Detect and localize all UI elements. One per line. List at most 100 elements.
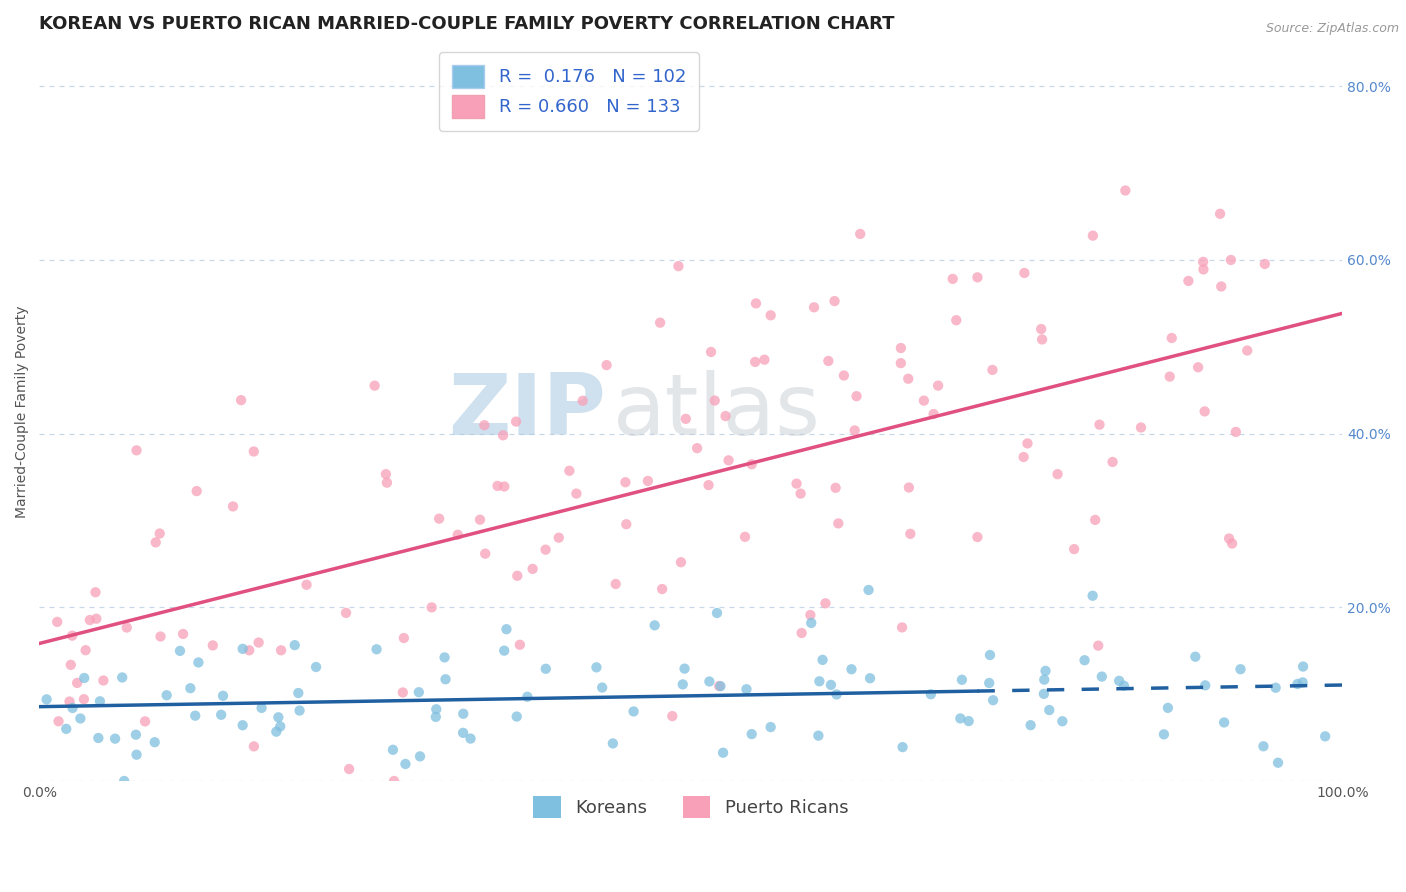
Point <box>1157 701 1180 715</box>
Point <box>35 692 58 706</box>
Point <box>73 671 96 685</box>
Point <box>516 690 538 704</box>
Point <box>734 530 756 544</box>
Point <box>1091 670 1114 684</box>
Point <box>125 747 148 762</box>
Point <box>1130 420 1153 434</box>
Point <box>145 535 167 549</box>
Point <box>741 727 763 741</box>
Point <box>534 542 557 557</box>
Point <box>832 368 855 383</box>
Point <box>270 643 292 657</box>
Point <box>845 389 868 403</box>
Point <box>381 743 404 757</box>
Point <box>46 615 69 629</box>
Point <box>1264 681 1286 695</box>
Point <box>759 720 782 734</box>
Point <box>827 516 849 531</box>
Point <box>143 735 166 749</box>
Point <box>1063 542 1085 557</box>
Point <box>547 531 569 545</box>
Point <box>700 345 723 359</box>
Point <box>243 444 266 458</box>
Point <box>266 724 288 739</box>
Point <box>1084 513 1107 527</box>
Point <box>820 678 842 692</box>
Point <box>714 409 737 423</box>
Point <box>1211 279 1233 293</box>
Point <box>1081 589 1104 603</box>
Point <box>125 443 148 458</box>
Point <box>267 710 290 724</box>
Point <box>425 702 447 716</box>
Point <box>800 615 823 630</box>
Point <box>112 774 135 789</box>
Point <box>232 718 254 732</box>
Point <box>858 582 880 597</box>
Point <box>744 355 766 369</box>
Point <box>59 657 82 672</box>
Point <box>522 562 544 576</box>
Point <box>699 674 721 689</box>
Point <box>1220 536 1243 550</box>
Point <box>238 643 260 657</box>
Point <box>243 739 266 754</box>
Point <box>890 356 912 370</box>
Point <box>73 692 96 706</box>
Point <box>434 673 457 687</box>
Point <box>759 308 782 322</box>
Point <box>644 618 666 632</box>
Point <box>927 378 949 392</box>
Point <box>486 479 509 493</box>
Point <box>1254 257 1277 271</box>
Point <box>62 701 84 715</box>
Point <box>1236 343 1258 358</box>
Point <box>509 638 531 652</box>
Point <box>1012 450 1035 464</box>
Point <box>1073 653 1095 667</box>
Point <box>172 627 194 641</box>
Point <box>1031 333 1053 347</box>
Point <box>614 517 637 532</box>
Point <box>981 693 1004 707</box>
Point <box>1218 532 1240 546</box>
Legend: Koreans, Puerto Ricans: Koreans, Puerto Ricans <box>524 788 858 827</box>
Point <box>269 719 291 733</box>
Point <box>1032 687 1054 701</box>
Point <box>735 682 758 697</box>
Point <box>366 642 388 657</box>
Point <box>859 671 882 685</box>
Y-axis label: Married-Couple Family Poverty: Married-Couple Family Poverty <box>15 306 30 518</box>
Point <box>93 673 115 688</box>
Point <box>125 728 148 742</box>
Point <box>288 704 311 718</box>
Point <box>1159 369 1181 384</box>
Point <box>287 686 309 700</box>
Point <box>672 677 695 691</box>
Point <box>824 294 846 309</box>
Point <box>408 685 430 699</box>
Point <box>890 341 912 355</box>
Point <box>1017 436 1039 450</box>
Point <box>585 660 607 674</box>
Point <box>433 650 456 665</box>
Point <box>803 301 825 315</box>
Point <box>709 679 731 693</box>
Point <box>891 740 914 755</box>
Point <box>717 453 740 467</box>
Point <box>392 631 415 645</box>
Point <box>979 676 1001 690</box>
Point <box>169 644 191 658</box>
Point <box>184 708 207 723</box>
Point <box>474 547 496 561</box>
Point <box>891 620 914 634</box>
Point <box>1031 322 1053 336</box>
Point <box>1108 673 1130 688</box>
Point <box>187 656 209 670</box>
Point <box>957 714 980 728</box>
Point <box>789 486 811 500</box>
Point <box>912 393 935 408</box>
Point <box>709 679 731 693</box>
Point <box>675 412 697 426</box>
Point <box>703 393 725 408</box>
